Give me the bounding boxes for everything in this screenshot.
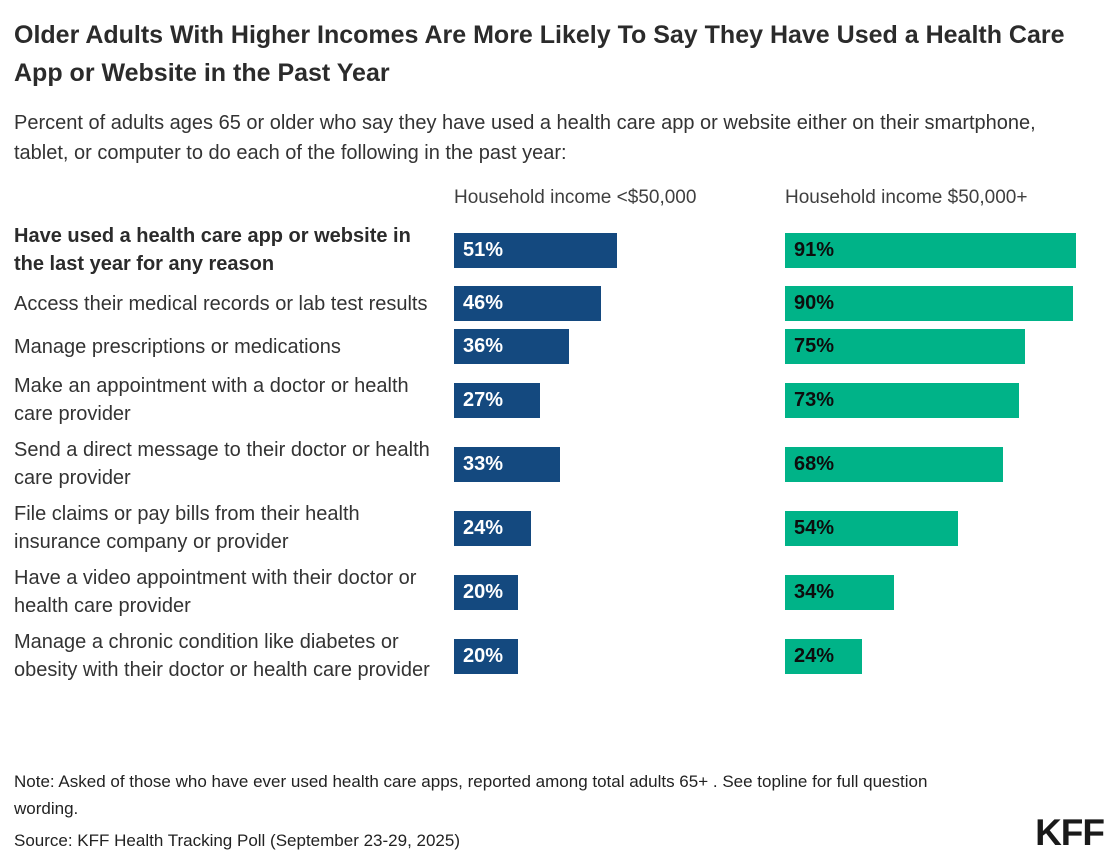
chart-subtitle: Percent of adults ages 65 or older who s… xyxy=(14,112,1036,164)
chart-rows: Have used a health care app or website i… xyxy=(14,222,1106,684)
column-headers: Household income <$50,000 Household inco… xyxy=(14,186,1106,210)
category-label: Access their medical records or lab test… xyxy=(14,292,428,315)
chart-row: Access their medical records or lab test… xyxy=(14,286,1106,321)
bar-cell: 27% xyxy=(454,382,774,418)
category-label: Have a video appointment with their doct… xyxy=(14,567,417,617)
bar: 91% xyxy=(785,232,1077,268)
bar-cell: 34% xyxy=(785,574,1105,610)
chart-row: Manage prescriptions or medications 36% 75… xyxy=(14,329,1106,364)
category-label: Manage prescriptions or medications xyxy=(14,335,341,358)
bar-value-label: 51% xyxy=(463,238,504,261)
bar-value-label: 33% xyxy=(463,452,504,475)
bar: 90% xyxy=(785,286,1073,321)
bar: 36% xyxy=(454,329,570,364)
bar: 20% xyxy=(454,638,518,674)
bar-cell: 90% xyxy=(785,286,1105,321)
bar: 33% xyxy=(454,446,560,482)
bar-cell: 46% xyxy=(454,286,774,321)
bar-value-label: 36% xyxy=(463,335,504,357)
chart-row: Make an appointment with a doctor or hea… xyxy=(14,372,1106,428)
series-header-high-income: Household income $50,000+ xyxy=(785,187,1028,208)
bar-value-label: 24% xyxy=(463,516,504,539)
note-text: Note: Asked of those who have ever used … xyxy=(14,772,928,818)
bar-cell: 24% xyxy=(454,510,774,546)
bar-cell: 91% xyxy=(785,232,1105,268)
bar-cell: 33% xyxy=(454,446,774,482)
bar: 24% xyxy=(454,510,531,546)
bar-cell: 36% xyxy=(454,329,774,364)
chart-title: Older Adults With Higher Incomes Are Mor… xyxy=(14,21,1065,87)
category-label: Manage a chronic condition like diabetes… xyxy=(14,631,430,681)
header-spacer xyxy=(14,186,454,210)
category-label: Send a direct message to their doctor or… xyxy=(14,439,430,489)
bar-value-label: 20% xyxy=(463,644,504,667)
bar-cell: 73% xyxy=(785,382,1105,418)
bar: 68% xyxy=(785,446,1003,482)
source-text: Source: KFF Health Tracking Poll (Septem… xyxy=(14,831,460,850)
bar-value-label: 20% xyxy=(463,580,504,603)
chart-row: File claims or pay bills from their heal… xyxy=(14,500,1106,556)
bar: 54% xyxy=(785,510,958,546)
bar: 34% xyxy=(785,574,894,610)
bar-value-label: 90% xyxy=(794,292,835,314)
bar: 51% xyxy=(454,232,618,268)
bar-value-label: 73% xyxy=(794,388,835,411)
bar-cell: 20% xyxy=(454,574,774,610)
bar: 73% xyxy=(785,382,1019,418)
bar: 20% xyxy=(454,574,518,610)
bar-value-label: 34% xyxy=(794,580,835,603)
bar-cell: 75% xyxy=(785,329,1105,364)
bar-cell: 68% xyxy=(785,446,1105,482)
bar: 46% xyxy=(454,286,602,321)
bar-value-label: 46% xyxy=(463,292,504,314)
chart-row: Have a video appointment with their doct… xyxy=(14,564,1106,620)
category-label: File claims or pay bills from their heal… xyxy=(14,503,360,553)
bar-cell: 24% xyxy=(785,638,1105,674)
bar-cell: 54% xyxy=(785,510,1105,546)
bar-value-label: 68% xyxy=(794,452,835,475)
chart-row: Have used a health care app or website i… xyxy=(14,222,1106,278)
bar-value-label: 91% xyxy=(794,238,835,261)
kff-logo: KFF xyxy=(1035,812,1105,853)
series-header-low-income: Household income <$50,000 xyxy=(454,187,697,208)
bar-value-label: 54% xyxy=(794,516,835,539)
chart-footer: Note: Asked of those who have ever used … xyxy=(14,768,1106,853)
bar-value-label: 75% xyxy=(794,335,835,357)
chart-row: Send a direct message to their doctor or… xyxy=(14,436,1106,492)
bar: 75% xyxy=(785,329,1025,364)
bar: 24% xyxy=(785,638,862,674)
bar-cell: 20% xyxy=(454,638,774,674)
category-label: Make an appointment with a doctor or hea… xyxy=(14,375,409,425)
category-label: Have used a health care app or website i… xyxy=(14,225,411,275)
chart-row: Manage a chronic condition like diabetes… xyxy=(14,628,1106,684)
bar-value-label: 27% xyxy=(463,388,504,411)
bar-cell: 51% xyxy=(454,232,774,268)
bar-value-label: 24% xyxy=(794,644,835,667)
bar: 27% xyxy=(454,382,541,418)
